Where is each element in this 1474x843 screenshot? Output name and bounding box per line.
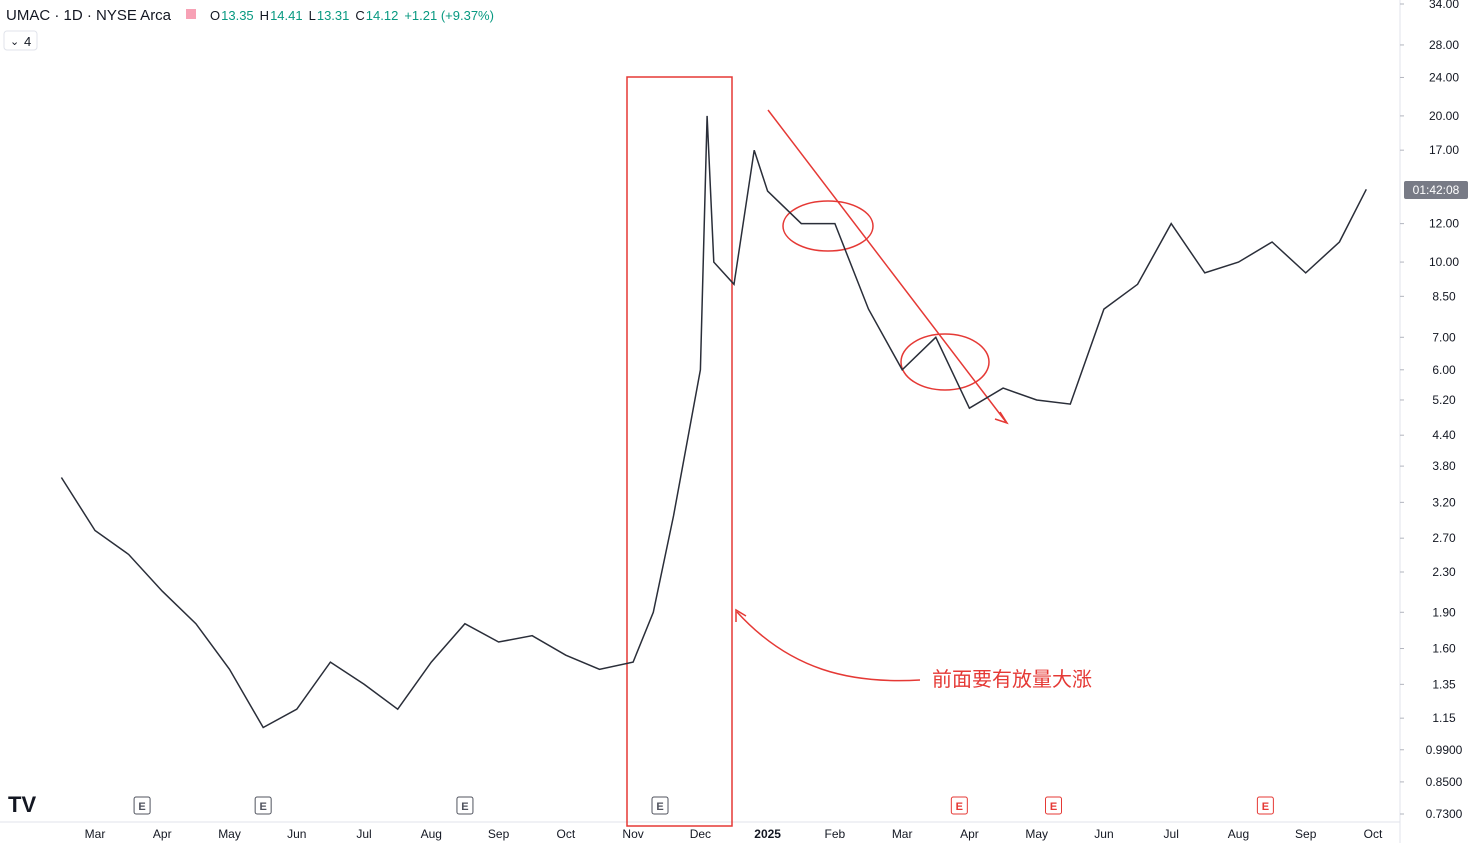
circle-mark bbox=[782, 200, 874, 252]
y-tick-label: 4.40 bbox=[1432, 428, 1456, 442]
indicator-count: 4 bbox=[24, 34, 31, 49]
ohlc-key: O bbox=[210, 8, 220, 23]
x-tick-label: 2025 bbox=[754, 827, 781, 841]
ohlc: O 13.35 H 14.41 L 13.31 C 14.12 +1.21 (+9.37%) bbox=[210, 8, 494, 23]
ohlc-value: 13.35 bbox=[221, 8, 254, 23]
highlight-box bbox=[626, 76, 733, 827]
earnings-badge bbox=[950, 796, 968, 815]
change: +1.21 (+9.37%) bbox=[404, 8, 494, 23]
circle-mark bbox=[900, 333, 990, 391]
y-tick-label: 1.60 bbox=[1432, 642, 1456, 656]
chevron: ⌄ bbox=[10, 36, 19, 48]
y-tick-label: 5.20 bbox=[1432, 393, 1456, 407]
earnings-badge bbox=[133, 796, 151, 815]
x-tick-label: Nov bbox=[622, 827, 643, 841]
ohlc-value: 14.41 bbox=[270, 8, 303, 23]
x-tick-label: Mar bbox=[85, 827, 106, 841]
x-tick-label: Jun bbox=[287, 827, 306, 841]
y-tick-label: 34.00 bbox=[1429, 0, 1459, 11]
y-tick-label: 8.50 bbox=[1432, 289, 1456, 303]
x-tick-label: Oct bbox=[1364, 827, 1383, 841]
x-tick-label: Sep bbox=[488, 827, 510, 841]
x-tick-label: Feb bbox=[825, 827, 846, 841]
arrow-curve bbox=[736, 611, 921, 682]
x-tick-label: Dec bbox=[690, 827, 711, 841]
ohlc-value: 14.12 bbox=[366, 8, 399, 23]
earnings-badge bbox=[651, 796, 669, 815]
y-tick-label: 1.15 bbox=[1432, 711, 1456, 725]
logo: TV bbox=[8, 792, 36, 817]
arrow-head bbox=[735, 608, 747, 622]
earnings-label: E bbox=[259, 801, 266, 813]
y-tick-label: 0.7300 bbox=[1426, 807, 1463, 821]
countdown-box bbox=[1404, 181, 1468, 199]
x-tick-label: Apr bbox=[153, 827, 172, 841]
x-tick-label: Jul bbox=[356, 827, 371, 841]
y-tick-label: 28.00 bbox=[1429, 38, 1459, 52]
y-tick-label: 12.00 bbox=[1429, 217, 1459, 231]
indicator-toggle[interactable] bbox=[3, 30, 38, 51]
earnings-label: E bbox=[1262, 801, 1269, 813]
earnings-label: E bbox=[1050, 801, 1057, 813]
y-tick-label: 1.90 bbox=[1432, 605, 1456, 619]
earnings-label: E bbox=[461, 801, 468, 813]
y-tick-label: 3.80 bbox=[1432, 459, 1456, 473]
x-tick-label: Jul bbox=[1164, 827, 1179, 841]
x-tick-label: Oct bbox=[557, 827, 576, 841]
x-tick-label: Mar bbox=[892, 827, 913, 841]
trend-line bbox=[767, 109, 1007, 423]
y-tick-label: 1.35 bbox=[1432, 677, 1456, 691]
x-tick-label: Aug bbox=[1228, 827, 1249, 841]
earnings-badge bbox=[1256, 796, 1274, 815]
y-tick-label: 0.8500 bbox=[1426, 775, 1463, 789]
earnings-badge bbox=[456, 796, 474, 815]
y-tick-label: 7.00 bbox=[1432, 330, 1456, 344]
x-tick-label: Apr bbox=[960, 827, 979, 841]
y-tick-label: 10.00 bbox=[1429, 255, 1459, 269]
earnings-label: E bbox=[956, 801, 963, 813]
y-tick-label: 0.9900 bbox=[1426, 743, 1463, 757]
x-tick-label: May bbox=[1025, 827, 1048, 841]
ohlc-value: 13.31 bbox=[317, 8, 350, 23]
annotation-text: 前面要有放量大涨 bbox=[932, 668, 1092, 691]
earnings-label: E bbox=[138, 801, 145, 813]
flag[interactable] bbox=[186, 9, 196, 19]
ohlc-key: L bbox=[309, 8, 316, 23]
earnings-badge bbox=[1045, 796, 1062, 815]
x-tick-label: Aug bbox=[421, 827, 442, 841]
ohlc-key: C bbox=[355, 8, 364, 23]
x-tick-label: Jun bbox=[1094, 827, 1113, 841]
y-tick-label: 3.20 bbox=[1432, 495, 1456, 509]
y-tick-label: 2.30 bbox=[1432, 565, 1456, 579]
countdown: 01:42:08 bbox=[1413, 183, 1460, 197]
y-tick-label: 24.00 bbox=[1429, 70, 1459, 84]
earnings-label: E bbox=[656, 801, 663, 813]
x-tick-label: May bbox=[218, 827, 241, 841]
symbol: UMAC · 1D · NYSE Arca bbox=[6, 7, 172, 24]
ohlc-key: H bbox=[260, 8, 269, 23]
arrow-head bbox=[994, 411, 1009, 425]
y-tick-label: 17.00 bbox=[1429, 143, 1459, 157]
price-line bbox=[60, 115, 1367, 729]
y-tick-label: 20.00 bbox=[1429, 109, 1459, 123]
y-tick-label: 6.00 bbox=[1432, 363, 1456, 377]
x-tick-label: Sep bbox=[1295, 827, 1317, 841]
y-tick-label: 2.70 bbox=[1432, 531, 1456, 545]
earnings-badge bbox=[254, 796, 272, 815]
